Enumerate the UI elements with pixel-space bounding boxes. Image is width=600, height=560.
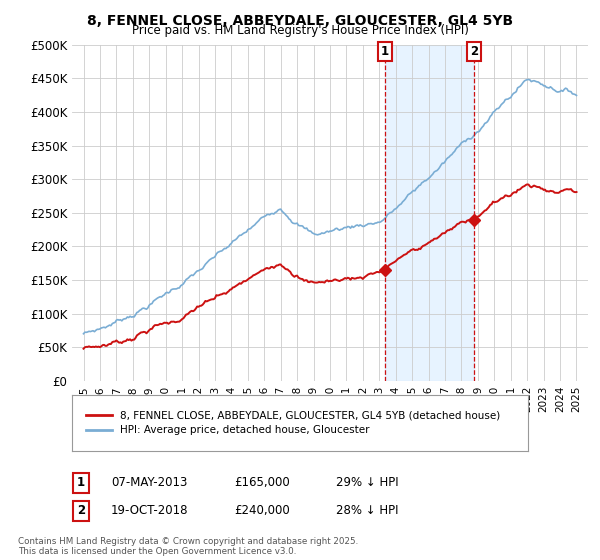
Text: 2: 2	[77, 504, 85, 517]
Text: This data is licensed under the Open Government Licence v3.0.: This data is licensed under the Open Gov…	[18, 548, 296, 557]
Text: Price paid vs. HM Land Registry's House Price Index (HPI): Price paid vs. HM Land Registry's House …	[131, 24, 469, 37]
Bar	[385, 45, 475, 381]
Legend: 8, FENNEL CLOSE, ABBEYDALE, GLOUCESTER, GL4 5YB (detached house), HPI: Average p: 8, FENNEL CLOSE, ABBEYDALE, GLOUCESTER, …	[82, 406, 505, 440]
Text: 1: 1	[77, 476, 85, 489]
Text: 2: 2	[470, 45, 479, 58]
Text: 29% ↓ HPI: 29% ↓ HPI	[336, 476, 398, 489]
Text: £165,000: £165,000	[234, 476, 290, 489]
Text: 19-OCT-2018: 19-OCT-2018	[111, 504, 188, 517]
Text: 28% ↓ HPI: 28% ↓ HPI	[336, 504, 398, 517]
Text: 07-MAY-2013: 07-MAY-2013	[111, 476, 187, 489]
Text: Contains HM Land Registry data © Crown copyright and database right 2025.: Contains HM Land Registry data © Crown c…	[18, 538, 358, 547]
Text: 1: 1	[381, 45, 389, 58]
Text: 8, FENNEL CLOSE, ABBEYDALE, GLOUCESTER, GL4 5YB: 8, FENNEL CLOSE, ABBEYDALE, GLOUCESTER, …	[87, 14, 513, 28]
Text: £240,000: £240,000	[234, 504, 290, 517]
